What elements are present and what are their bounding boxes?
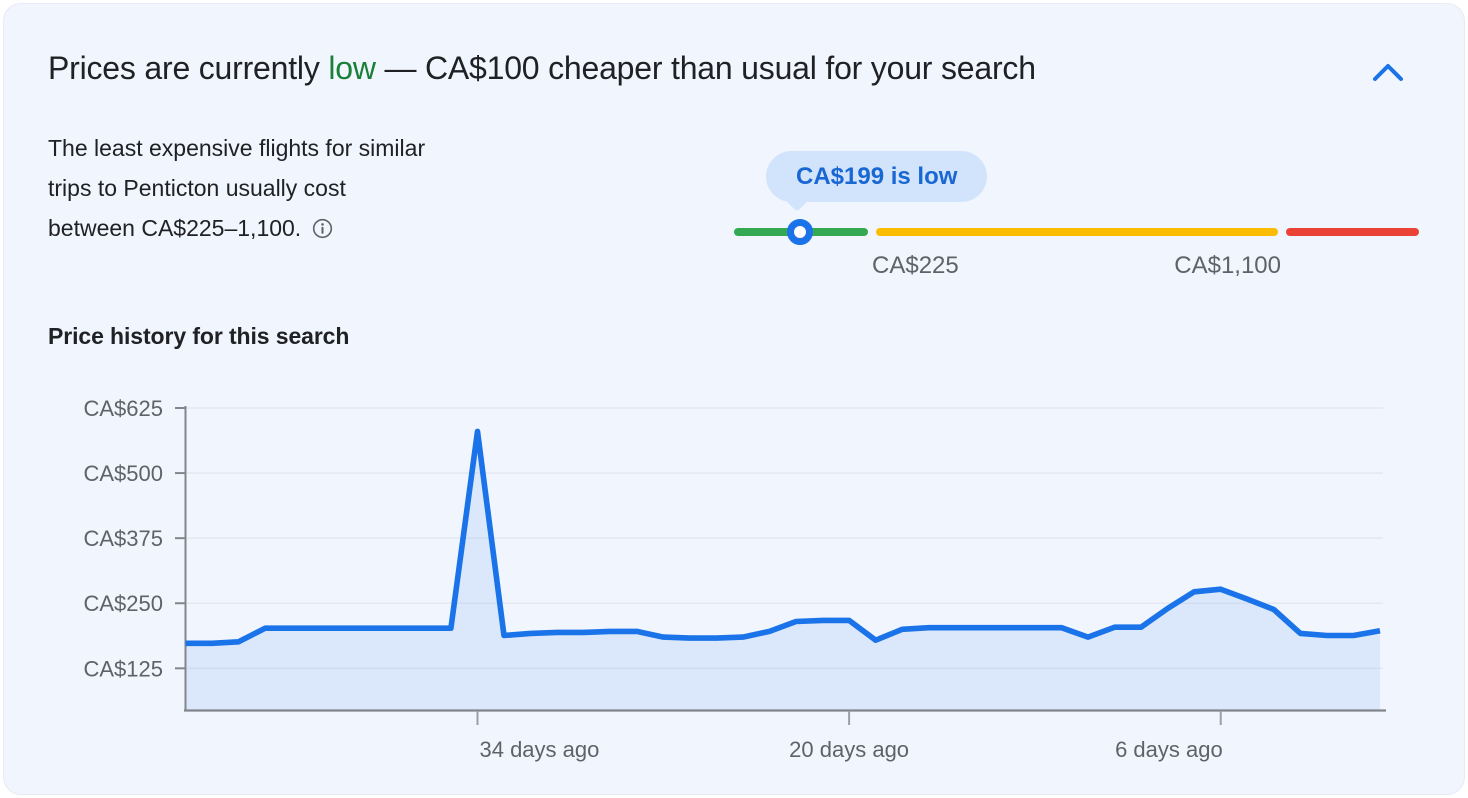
price-level-bar-high: [1286, 228, 1419, 236]
current-price-tooltip-label: CA$199 is low: [796, 162, 958, 190]
chevron-up-icon: [1371, 59, 1405, 85]
typical-range-high-label: CA$1,100: [1174, 252, 1281, 279]
title-price-level: low: [328, 50, 376, 86]
title-suffix: — CA$100 cheaper than usual for your sea…: [375, 50, 1036, 86]
price-history-heading: Price history for this search: [48, 323, 350, 349]
panel-title: Prices are currently low — CA$100 cheape…: [48, 50, 1036, 87]
description-line-1: The least expensive flights for similar: [48, 135, 426, 161]
description-line-3: between CA$225–1,100.: [48, 215, 302, 241]
collapse-panel-button[interactable]: [1368, 52, 1408, 92]
price-level-bar-typical: [876, 228, 1278, 236]
typical-range-low-label: CA$225: [872, 252, 959, 279]
info-button[interactable]: [311, 217, 334, 240]
price-range-description: The least expensive flights for similar …: [48, 128, 425, 248]
price-insights-panel: [3, 3, 1465, 795]
title-prefix: Prices are currently: [48, 50, 329, 86]
current-price-marker: [787, 219, 813, 245]
description-line-2: trips to Penticton usually cost: [48, 175, 346, 201]
info-icon: [311, 217, 334, 240]
